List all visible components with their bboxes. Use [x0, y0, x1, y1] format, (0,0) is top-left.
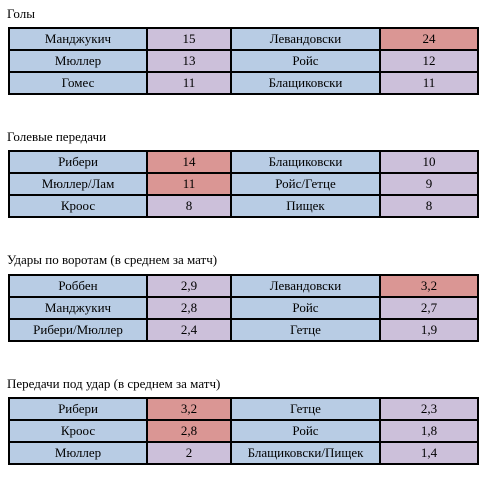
stats-table: Рибери 3,2 Гетце 2,3 Кроос 2,8 Ройс 1,8 …: [8, 397, 479, 465]
left-player-value: 2,8: [146, 419, 232, 443]
right-player-name: Ройс: [230, 296, 381, 320]
table-row: Гомес 11 Блащиковски 11: [8, 71, 479, 95]
right-player-value: 12: [379, 49, 479, 73]
left-player-name: Манджукич: [8, 296, 148, 320]
stats-table: Рибери 14 Блащиковски 10 Мюллер/Лам 11 Р…: [8, 150, 479, 218]
left-player-value: 13: [146, 49, 232, 73]
right-player-value: 1,9: [379, 318, 479, 342]
right-player-value: 9: [379, 172, 479, 196]
right-player-name: Ройс/Гетце: [230, 172, 381, 196]
right-player-name: Пищек: [230, 194, 381, 218]
section-heading: Голы: [7, 6, 35, 21]
right-player-value: 24: [379, 27, 479, 51]
right-player-name: Блащиковски/Пищек: [230, 441, 381, 465]
right-player-name: Гетце: [230, 318, 381, 342]
left-player-value: 2,4: [146, 318, 232, 342]
section-heading: Голевые передачи: [7, 129, 107, 144]
table-row: Рибери 14 Блащиковски 10: [8, 150, 479, 174]
section-heading: Удары по воротам (в среднем за матч): [7, 252, 218, 267]
table-row: Мюллер 13 Ройс 12: [8, 49, 479, 73]
right-player-value: 10: [379, 150, 479, 174]
right-player-name: Левандовски: [230, 274, 381, 298]
right-player-name: Гетце: [230, 397, 381, 421]
left-player-value: 2,8: [146, 296, 232, 320]
right-player-value: 11: [379, 71, 479, 95]
table-row: Манджукич 2,8 Ройс 2,7: [8, 296, 479, 320]
right-player-value: 8: [379, 194, 479, 218]
table-row: Мюллер 2 Блащиковски/Пищек 1,4: [8, 441, 479, 465]
left-player-value: 11: [146, 172, 232, 196]
right-player-value: 3,2: [379, 274, 479, 298]
left-player-value: 11: [146, 71, 232, 95]
section-heading: Передачи под удар (в среднем за матч): [7, 376, 221, 391]
right-player-name: Левандовски: [230, 27, 381, 51]
left-player-value: 2,9: [146, 274, 232, 298]
table-row: Роббен 2,9 Левандовски 3,2: [8, 274, 479, 298]
right-player-value: 2,3: [379, 397, 479, 421]
right-player-value: 1,4: [379, 441, 479, 465]
left-player-value: 2: [146, 441, 232, 465]
right-player-name: Ройс: [230, 419, 381, 443]
right-player-value: 1,8: [379, 419, 479, 443]
stats-table: Манджукич 15 Левандовски 24 Мюллер 13 Ро…: [8, 27, 479, 95]
left-player-name: Манджукич: [8, 27, 148, 51]
left-player-name: Кроос: [8, 194, 148, 218]
table-row: Манджукич 15 Левандовски 24: [8, 27, 479, 51]
left-player-value: 3,2: [146, 397, 232, 421]
left-player-name: Мюллер: [8, 49, 148, 73]
left-player-value: 14: [146, 150, 232, 174]
table-row: Рибери 3,2 Гетце 2,3: [8, 397, 479, 421]
table-row: Кроос 2,8 Ройс 1,8: [8, 419, 479, 443]
right-player-name: Ройс: [230, 49, 381, 73]
left-player-value: 8: [146, 194, 232, 218]
table-row: Кроос 8 Пищек 8: [8, 194, 479, 218]
left-player-name: Рибери/Мюллер: [8, 318, 148, 342]
left-player-name: Мюллер/Лам: [8, 172, 148, 196]
left-player-name: Рибери: [8, 397, 148, 421]
left-player-name: Рибери: [8, 150, 148, 174]
left-player-name: Мюллер: [8, 441, 148, 465]
table-row: Мюллер/Лам 11 Ройс/Гетце 9: [8, 172, 479, 196]
right-player-name: Блащиковски: [230, 150, 381, 174]
left-player-value: 15: [146, 27, 232, 51]
left-player-name: Кроос: [8, 419, 148, 443]
right-player-value: 2,7: [379, 296, 479, 320]
table-row: Рибери/Мюллер 2,4 Гетце 1,9: [8, 318, 479, 342]
right-player-name: Блащиковски: [230, 71, 381, 95]
left-player-name: Гомес: [8, 71, 148, 95]
stats-table: Роббен 2,9 Левандовски 3,2 Манджукич 2,8…: [8, 274, 479, 342]
left-player-name: Роббен: [8, 274, 148, 298]
